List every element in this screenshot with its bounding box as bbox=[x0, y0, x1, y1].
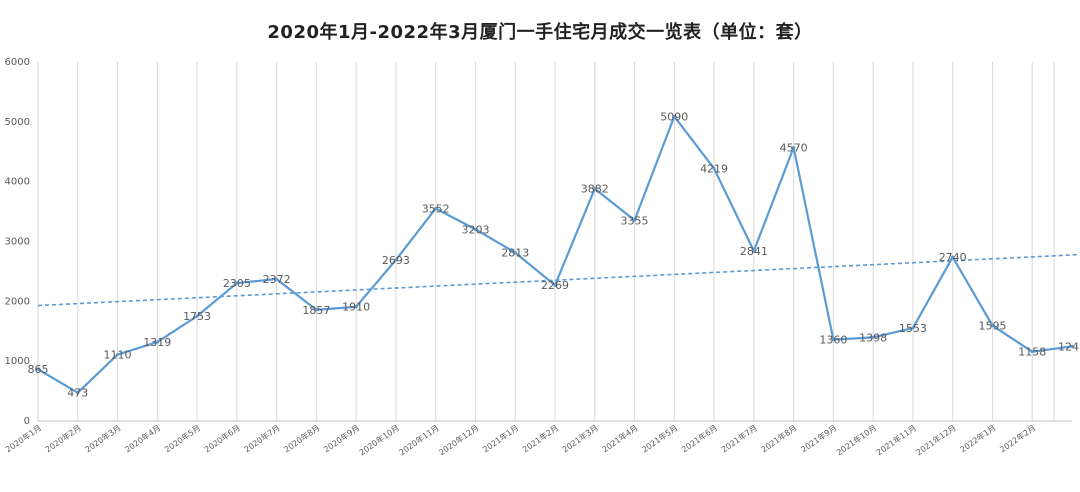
data-point[interactable] bbox=[473, 227, 478, 231]
x-tick-label: 2021年8月 bbox=[759, 422, 799, 454]
data-point[interactable] bbox=[36, 367, 40, 371]
data-label: 2841 bbox=[740, 245, 768, 258]
data-label: 1247 bbox=[1058, 340, 1080, 353]
data-point[interactable] bbox=[593, 187, 597, 191]
data-label: 1110 bbox=[104, 349, 132, 362]
data-label: 1753 bbox=[183, 310, 211, 323]
x-tick-label: 2020年5月 bbox=[163, 422, 203, 454]
x-tick-label: 2021年12月 bbox=[914, 422, 958, 457]
data-point[interactable] bbox=[951, 255, 955, 259]
data-point[interactable] bbox=[712, 166, 716, 171]
data-label: 473 bbox=[67, 387, 88, 400]
x-tick-label: 2021年2月 bbox=[520, 422, 560, 454]
x-tick-label: 2021年3月 bbox=[560, 422, 600, 454]
x-tick-label: 2020年4月 bbox=[123, 422, 163, 454]
data-point[interactable] bbox=[434, 206, 438, 211]
y-tick-label: 3000 bbox=[5, 237, 30, 248]
y-tick-label: 5000 bbox=[5, 117, 30, 128]
data-point[interactable] bbox=[235, 281, 239, 285]
data-point[interactable] bbox=[831, 338, 835, 342]
x-tick-label: 2021年1月 bbox=[481, 422, 521, 454]
data-label: 1595 bbox=[978, 320, 1006, 333]
data-point[interactable] bbox=[155, 340, 159, 344]
y-tick-label: 2000 bbox=[5, 296, 30, 307]
x-tick-label: 2021年7月 bbox=[719, 422, 759, 454]
x-tick-label: 2021年5月 bbox=[640, 422, 680, 454]
x-tick-label: 2021年11月 bbox=[874, 422, 918, 457]
x-tick-label: 2020年10月 bbox=[357, 422, 401, 457]
data-label: 4570 bbox=[780, 142, 808, 155]
data-label: 3203 bbox=[461, 223, 489, 236]
data-label: 5090 bbox=[660, 110, 688, 123]
data-label: 1857 bbox=[302, 304, 330, 317]
data-label: 4219 bbox=[700, 163, 728, 176]
x-tick-label: 2020年7月 bbox=[242, 422, 282, 454]
data-label: 3355 bbox=[621, 214, 649, 227]
x-tick-label: 2020年12月 bbox=[437, 422, 481, 457]
data-point[interactable] bbox=[990, 323, 995, 328]
y-tick-label: 0 bbox=[24, 416, 30, 427]
data-point[interactable] bbox=[195, 314, 199, 318]
x-tick-label: 2022年2月 bbox=[998, 422, 1038, 454]
data-point[interactable] bbox=[115, 352, 120, 357]
data-point[interactable] bbox=[871, 335, 875, 339]
y-tick-label: 1000 bbox=[5, 356, 30, 367]
data-point[interactable] bbox=[672, 114, 676, 119]
x-tick-label: 2020年9月 bbox=[322, 422, 362, 454]
data-point[interactable] bbox=[513, 251, 517, 255]
data-point[interactable] bbox=[394, 258, 398, 262]
data-label: 2740 bbox=[939, 251, 967, 264]
x-tick-label: 2020年1月 bbox=[3, 422, 43, 454]
data-point[interactable] bbox=[553, 283, 557, 287]
data-label: 2813 bbox=[501, 247, 529, 260]
data-label: 1398 bbox=[859, 331, 887, 344]
data-point[interactable] bbox=[354, 305, 358, 309]
x-tick-label: 2020年8月 bbox=[282, 422, 322, 454]
data-label: 2693 bbox=[382, 254, 410, 267]
x-tick-label: 2021年9月 bbox=[799, 422, 839, 454]
x-tick-label: 2021年10月 bbox=[834, 422, 878, 457]
x-tick-label: 2022年1月 bbox=[958, 422, 998, 454]
data-point[interactable] bbox=[314, 308, 318, 312]
data-point[interactable] bbox=[275, 277, 279, 281]
data-label: 865 bbox=[28, 363, 49, 376]
data-label: 1360 bbox=[819, 334, 847, 347]
data-point[interactable] bbox=[76, 391, 80, 395]
x-tick-label: 2020年6月 bbox=[202, 422, 242, 454]
y-tick-label: 6000 bbox=[5, 57, 30, 68]
data-point[interactable] bbox=[911, 326, 915, 330]
x-tick-label: 2020年11月 bbox=[397, 422, 441, 457]
x-tick-label: 2021年6月 bbox=[680, 422, 720, 454]
data-point[interactable] bbox=[632, 218, 637, 222]
data-label: 3552 bbox=[422, 202, 450, 215]
data-point[interactable] bbox=[792, 145, 796, 150]
data-label: 1910 bbox=[342, 301, 370, 314]
x-tick-label: 2020年3月 bbox=[83, 422, 123, 454]
data-label: 3882 bbox=[581, 183, 609, 196]
x-tick-label: 2020年2月 bbox=[43, 422, 83, 454]
data-point[interactable] bbox=[752, 249, 756, 253]
chart-title: 2020年1月-2022年3月厦门一手住宅月成交一览表（单位：套） bbox=[267, 22, 813, 43]
y-tick-label: 4000 bbox=[5, 177, 30, 188]
data-label: 2269 bbox=[541, 279, 569, 292]
data-label: 1553 bbox=[899, 322, 927, 335]
data-label: 1319 bbox=[143, 336, 171, 349]
data-label: 2305 bbox=[223, 277, 251, 290]
data-label: 2372 bbox=[263, 273, 291, 286]
data-label: 1158 bbox=[1018, 346, 1046, 359]
x-tick-label: 2021年4月 bbox=[600, 422, 640, 454]
data-point[interactable] bbox=[1070, 344, 1074, 348]
data-point[interactable] bbox=[1030, 350, 1034, 354]
